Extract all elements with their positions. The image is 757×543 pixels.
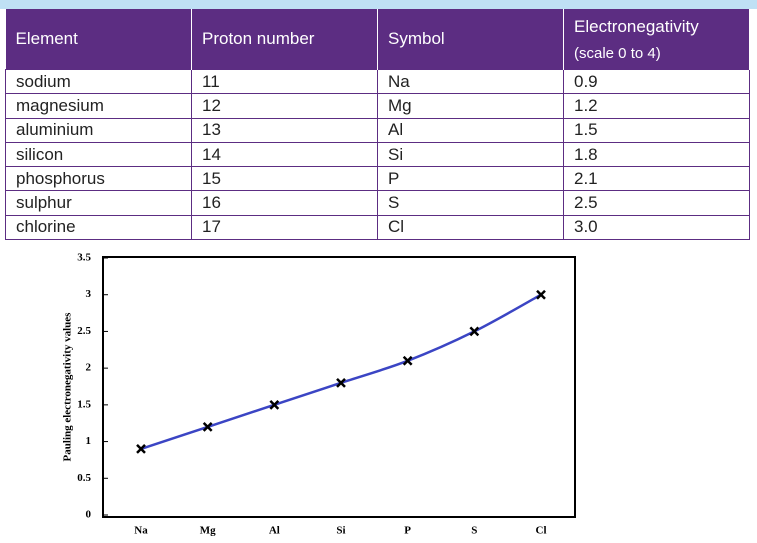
table-cell: 1.5 <box>563 117 750 143</box>
table-cell: 3.0 <box>563 214 750 241</box>
y-tick-label: 3.5 <box>77 252 91 264</box>
table-cell: 17 <box>191 214 378 241</box>
table-cell: phosphorus <box>5 166 192 192</box>
table-cell: chlorine <box>5 214 192 241</box>
header-cell: Element <box>5 9 192 70</box>
data-point <box>136 444 146 454</box>
header-text: Element <box>15 29 78 48</box>
table-cell: 1.2 <box>563 93 750 119</box>
header-cell: Electronegativity (scale 0 to 4) <box>563 9 750 70</box>
table-row: phosphorus 15 P 2.1 <box>5 166 750 192</box>
table-cell: Cl <box>377 214 564 241</box>
table-cell: silicon <box>5 141 192 168</box>
y-tick-label: 2.5 <box>77 325 91 337</box>
table-cell: magnesium <box>5 93 192 119</box>
data-line <box>140 293 542 451</box>
table-cell: sodium <box>5 68 192 95</box>
header-cell: Proton number <box>191 9 378 70</box>
table-cell: 14 <box>191 141 378 168</box>
header-text: Proton number <box>202 29 315 48</box>
data-point <box>402 355 413 366</box>
x-tick-label: Si <box>336 525 345 537</box>
data-point <box>469 326 480 337</box>
y-axis-label: Pauling electronegativity values <box>62 312 74 462</box>
y-tick-label: 0.5 <box>77 472 91 484</box>
table-cell: 12 <box>191 93 378 119</box>
data-point <box>269 399 280 410</box>
table-row: silicon 14 Si 1.8 <box>5 141 750 168</box>
x-tick-label: Cl <box>536 525 547 537</box>
table-cell: 15 <box>191 166 378 192</box>
header-text: Electronegativity <box>574 16 699 36</box>
plot-frame <box>102 256 576 518</box>
data-table: Element Proton number Symbol Electronegativ… <box>5 9 750 241</box>
y-tick-label: 0 <box>86 509 92 521</box>
table-cell: Na <box>377 68 564 95</box>
data-point <box>536 289 546 300</box>
table-row: sulphur 16 S 2.5 <box>5 190 750 216</box>
y-tick-label: 1 <box>86 435 92 447</box>
data-point <box>336 377 346 388</box>
table-cell: Mg <box>377 93 564 119</box>
header-text: Symbol <box>388 29 445 48</box>
table-cell: 0.9 <box>563 68 750 95</box>
header-cell: Symbol <box>377 9 564 70</box>
table-cell: 2.1 <box>563 166 750 192</box>
table-cell: P <box>377 166 564 192</box>
y-tick-label: 3 <box>86 288 92 300</box>
y-tick-label: 2 <box>86 362 92 374</box>
table-cell: 16 <box>191 190 378 216</box>
table-cell: Si <box>377 141 564 168</box>
title-strip <box>0 0 757 9</box>
table-cell: sulphur <box>5 190 192 216</box>
y-tick-label: 1.5 <box>77 398 91 410</box>
table-row: chlorine 17 Cl 3.0 <box>5 214 750 241</box>
x-tick-label: Mg <box>200 525 216 537</box>
x-tick-label: P <box>404 525 411 537</box>
x-tick-label: Al <box>269 525 280 537</box>
x-tick-label: S <box>471 525 477 537</box>
x-tick-label: Na <box>134 525 148 537</box>
table-row: sodium 11 Na 0.9 <box>5 68 750 95</box>
table-cell: 11 <box>191 68 378 95</box>
table-row: magnesium 12 Mg 1.2 <box>5 93 750 119</box>
data-point <box>202 422 213 432</box>
header-subtext: (scale 0 to 4) <box>574 44 661 62</box>
